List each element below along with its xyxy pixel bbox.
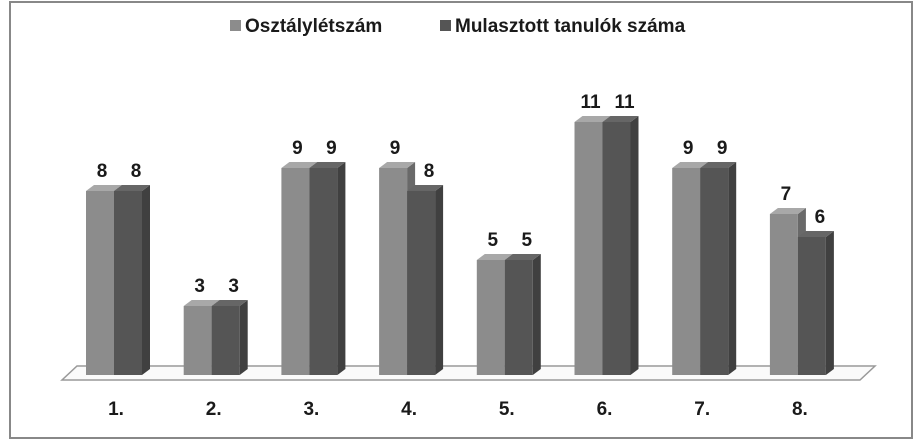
bar <box>797 237 826 375</box>
data-label: 8 <box>97 161 108 182</box>
bar-top <box>281 162 318 168</box>
bar-top <box>700 162 737 168</box>
bar-side <box>630 116 639 375</box>
data-label: 11 <box>614 92 635 113</box>
data-label: 5 <box>488 230 499 251</box>
legend-swatch <box>230 20 241 31</box>
x-tick-label: 2. <box>206 399 222 420</box>
x-tick-label: 4. <box>401 399 417 420</box>
data-label: 3 <box>228 276 239 297</box>
bar <box>700 168 729 375</box>
x-tick-label: 8. <box>792 399 808 420</box>
bar-top <box>504 254 541 260</box>
bar <box>574 122 603 375</box>
floor <box>60 365 877 381</box>
bar <box>86 191 114 375</box>
bar-side <box>337 162 346 375</box>
data-label: 3 <box>194 276 205 297</box>
bar-top <box>86 185 122 191</box>
legend-label: Osztálylétszám <box>245 16 382 37</box>
bar-top <box>309 162 346 168</box>
x-tick-label: 6. <box>597 399 613 420</box>
x-tick-label: 3. <box>303 399 319 420</box>
bar-side <box>825 231 834 375</box>
bar <box>211 306 240 375</box>
bar-side <box>728 162 737 375</box>
bar <box>672 168 701 375</box>
bar-top <box>407 185 444 191</box>
data-label: 9 <box>717 138 728 159</box>
bar-side <box>532 254 541 375</box>
x-tick-label: 1. <box>108 399 124 420</box>
bar-top <box>114 185 150 191</box>
bar <box>504 260 533 375</box>
data-label: 5 <box>522 230 533 251</box>
bar-top <box>672 162 709 168</box>
bar-top <box>211 300 248 306</box>
bar-side <box>239 300 248 375</box>
bar-top <box>476 254 513 260</box>
bar-side <box>142 185 150 375</box>
bar-top <box>602 116 639 122</box>
bar <box>379 168 408 375</box>
bar-top <box>797 231 834 237</box>
bar <box>281 168 310 375</box>
bar-side <box>435 185 444 375</box>
bar <box>309 168 338 375</box>
x-tick-label: 7. <box>694 399 710 420</box>
bar <box>602 122 631 375</box>
bar <box>769 214 798 375</box>
data-label: 8 <box>424 161 435 182</box>
data-label: 9 <box>326 138 337 159</box>
legend-label: Mulasztott tanulók száma <box>455 16 686 37</box>
data-label: 8 <box>131 161 142 182</box>
bar <box>476 260 505 375</box>
bar <box>407 191 436 375</box>
bar <box>114 191 142 375</box>
data-label: 11 <box>580 92 601 113</box>
data-label: 9 <box>292 138 303 159</box>
bar-top <box>183 300 220 306</box>
data-label: 9 <box>683 138 694 159</box>
bar-top <box>769 208 806 214</box>
bar-top <box>574 116 611 122</box>
x-tick-label: 5. <box>499 399 515 420</box>
bar-top <box>379 162 416 168</box>
data-label: 7 <box>781 184 792 205</box>
data-label: 9 <box>390 138 401 159</box>
legend-swatch <box>440 20 451 31</box>
data-label: 6 <box>815 207 826 228</box>
bar <box>183 306 212 375</box>
